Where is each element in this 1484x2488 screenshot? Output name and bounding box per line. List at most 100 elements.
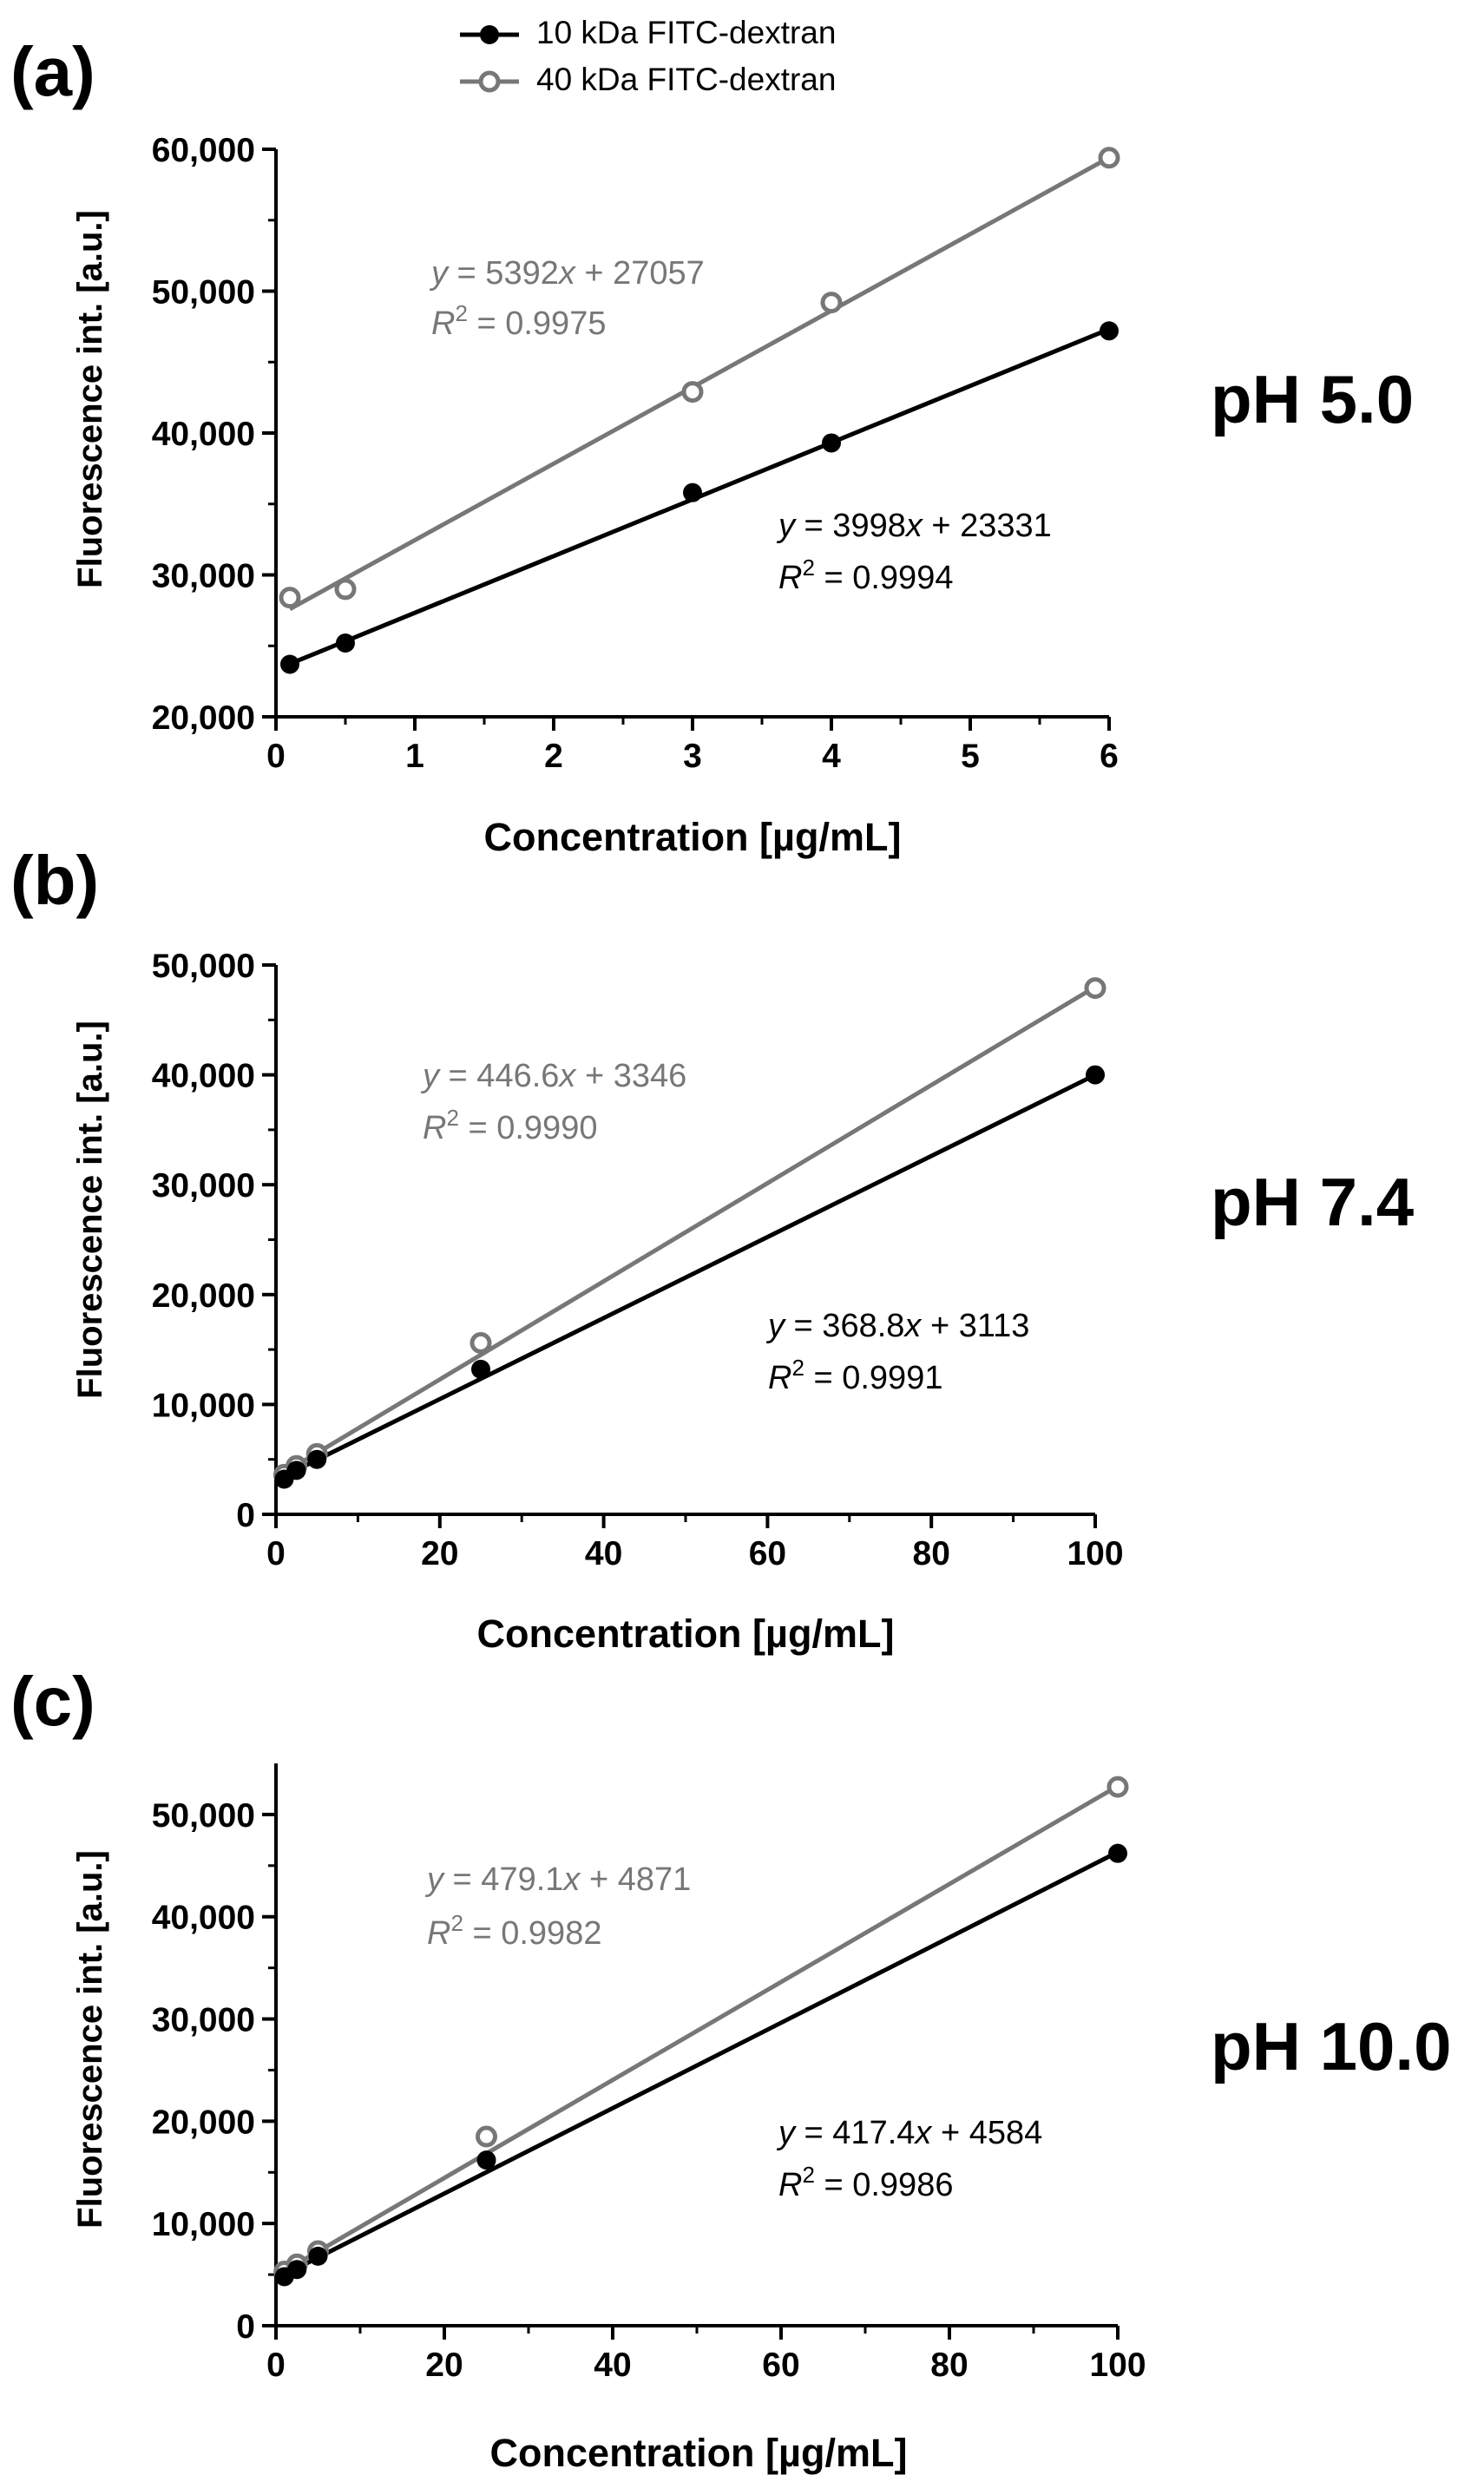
r2-10kda-c: R2 = 0.9986 — [778, 2162, 953, 2203]
y-tick-label-c: 30,000 — [152, 2002, 255, 2039]
panel-letter-c: (c) — [10, 1663, 95, 1740]
x-tick-label-b: 80 — [913, 1535, 950, 1572]
equation-lhs: = 446.6 — [439, 1058, 559, 1094]
point-10kda-b — [307, 1449, 327, 1469]
legend-marker-10kda — [480, 25, 499, 44]
plot-area-a: 20,000 30,000 40,000 50,000 60,000 0 1 2 3 4 5 6 — [152, 132, 1120, 775]
y-tick-label-c: 10,000 — [152, 2206, 255, 2243]
x-tick-label-a: 1 — [405, 738, 424, 775]
equation-40kda-b: y = 446.6x + 3346 — [420, 1058, 686, 1094]
y-tick-label-b: 50,000 — [152, 948, 255, 985]
x-axis-label-b: Concentration [µg/mL] — [477, 1612, 895, 1656]
y-tick-label-a: 60,000 — [152, 132, 255, 169]
r2-40kda-c: R2 = 0.9982 — [427, 1910, 601, 1952]
x-tick-label-a: 5 — [961, 738, 980, 775]
r2-sup: 2 — [802, 2162, 814, 2188]
equation-var-x: x — [913, 2115, 933, 2151]
y-axis-label-c: Fluorescence int. [a.u.] — [71, 1850, 109, 2229]
fit-line-40kda-a — [288, 155, 1111, 611]
equation-var-y: y — [776, 508, 797, 544]
legend-label-40kda: 40 kDa FITC-dextran — [536, 62, 836, 97]
equation-lhs: = 479.1 — [443, 1861, 563, 1898]
point-40kda-c — [476, 2125, 497, 2148]
legend-entry-40kda: 40 kDa FITC-dextran — [460, 62, 836, 97]
x-tick-label-c: 60 — [762, 2347, 799, 2384]
r2-sup: 2 — [802, 555, 814, 581]
r2-var: R — [431, 305, 455, 342]
x-tick-label-c: 100 — [1089, 2347, 1146, 2384]
r2-sup: 2 — [791, 1355, 804, 1381]
equation-var-x: x — [557, 255, 577, 292]
point-40kda-a — [279, 587, 301, 609]
x-tick-label-c: 0 — [266, 2347, 286, 2384]
x-tick-label-b: 100 — [1067, 1535, 1123, 1572]
fit-line-40kda-c — [283, 1783, 1120, 2274]
equation-rhs: + 23331 — [923, 508, 1052, 544]
x-axis-label-c: Concentration [µg/mL] — [490, 2431, 908, 2475]
y-tick-label-c: 50,000 — [152, 1797, 255, 1835]
y-tick-label-c: 20,000 — [152, 2104, 255, 2141]
r2-sup: 2 — [450, 1910, 463, 1936]
r2-var: R — [778, 560, 802, 596]
y-tick-label-a: 20,000 — [152, 699, 255, 737]
y-tick-label-c: 0 — [236, 2308, 255, 2346]
panel-c: (c) pH 10.0 Fluorescence int. [a.u.] Con… — [10, 1663, 1451, 2475]
point-10kda-a — [280, 654, 299, 674]
legend: 10 kDa FITC-dextran 40 kDa FITC-dextran — [460, 15, 836, 97]
x-tick-label-b: 40 — [585, 1535, 622, 1572]
legend-label-10kda: 10 kDa FITC-dextran — [536, 15, 836, 50]
equation-var-x: x — [904, 508, 924, 544]
legend-entry-10kda: 10 kDa FITC-dextran — [460, 15, 836, 50]
point-40kda-b — [1084, 977, 1106, 1000]
equation-lhs: = 417.4 — [795, 2115, 915, 2151]
x-tick-label-a: 3 — [683, 738, 702, 775]
x-tick-label-b: 20 — [421, 1535, 458, 1572]
r2-value: = 0.9986 — [815, 2167, 954, 2203]
point-10kda-c — [1108, 1843, 1127, 1863]
x-axis-label-a: Concentration [µg/mL] — [484, 815, 902, 859]
condition-label-c: pH 10.0 — [1211, 2008, 1451, 2084]
r2-value: = 0.9975 — [468, 305, 607, 342]
point-10kda-b — [1086, 1065, 1105, 1085]
point-40kda-b — [469, 1332, 492, 1355]
equation-lhs: = 3998 — [795, 508, 906, 544]
point-40kda-a — [334, 578, 357, 601]
fit-line-40kda-b — [283, 985, 1097, 1475]
y-tick-label-b: 40,000 — [152, 1058, 255, 1095]
equation-40kda-c: y = 479.1x + 4871 — [424, 1861, 691, 1898]
y-tick-label-a: 40,000 — [152, 416, 255, 453]
y-tick-label-a: 50,000 — [152, 274, 255, 312]
equation-rhs: + 3346 — [575, 1058, 686, 1094]
point-10kda-a — [1100, 321, 1119, 341]
plot-area-c: 0 10,000 20,000 30,000 40,000 50,000 0 20 40 60 80… — [152, 1763, 1146, 2384]
equation-var-y: y — [420, 1058, 441, 1094]
equation-var-x: x — [903, 1308, 923, 1344]
equation-lhs: = 368.8 — [785, 1308, 904, 1344]
equation-var-x: x — [561, 1861, 581, 1898]
r2-var: R — [427, 1915, 450, 1952]
point-10kda-c — [287, 2260, 307, 2280]
r2-value: = 0.9994 — [815, 560, 954, 596]
equation-rhs: + 4584 — [931, 2115, 1042, 2151]
panel-letter-a: (a) — [10, 33, 95, 110]
equation-var-y: y — [429, 255, 450, 292]
r2-value: = 0.9991 — [804, 1360, 943, 1396]
panel-a: (a) pH 5.0 Fluorescence int. [a.u.] Conc… — [10, 33, 1414, 859]
r2-var: R — [423, 1110, 446, 1146]
point-10kda-b — [286, 1461, 306, 1480]
x-tick-label-a: 6 — [1100, 738, 1119, 775]
x-tick-label-b: 0 — [266, 1535, 286, 1572]
point-10kda-a — [336, 633, 355, 653]
equation-rhs: + 4871 — [580, 1861, 691, 1898]
plot-area-b: 0 10,000 20,000 30,000 40,000 50,000 0 20 40 60 80… — [152, 948, 1124, 1572]
point-10kda-c — [476, 2150, 496, 2170]
r2-10kda-b: R2 = 0.9991 — [768, 1355, 942, 1396]
condition-label-b: pH 7.4 — [1211, 1164, 1414, 1240]
r2-10kda-a: R2 = 0.9994 — [778, 555, 953, 596]
x-tick-label-c: 40 — [594, 2347, 631, 2384]
fit-line-10kda-b — [283, 1073, 1097, 1479]
y-tick-label-b: 30,000 — [152, 1167, 255, 1205]
x-tick-label-a: 4 — [822, 738, 841, 775]
panel-letter-b: (b) — [10, 842, 99, 919]
